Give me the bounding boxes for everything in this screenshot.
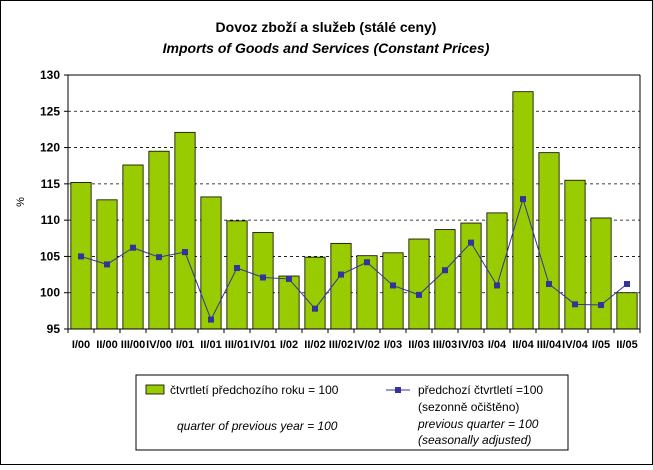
line-point xyxy=(312,305,318,312)
x-tick-label: III/04 xyxy=(537,339,562,351)
bar xyxy=(356,255,378,330)
line-point xyxy=(78,253,84,260)
line-point xyxy=(364,259,370,266)
series-line xyxy=(80,197,628,321)
line-point xyxy=(338,271,344,278)
chart-subtitle: Imports of Goods and Services (Constant … xyxy=(163,40,490,56)
y-tick-label: 105 xyxy=(40,249,60,263)
line-point xyxy=(520,196,526,203)
line-point xyxy=(624,281,630,288)
legend-bar-swatch xyxy=(145,384,165,395)
line-point xyxy=(260,274,266,281)
line-point xyxy=(182,249,188,256)
axes xyxy=(64,74,641,333)
x-tick-label: III/01 xyxy=(225,339,249,351)
x-tick-label: II/04 xyxy=(512,339,534,351)
bar xyxy=(538,152,560,330)
bar xyxy=(382,252,404,330)
line-point xyxy=(442,267,448,274)
bar xyxy=(304,256,326,330)
line-point xyxy=(468,239,474,246)
line-point xyxy=(208,316,214,323)
y-axis-label: % xyxy=(15,197,27,207)
line-point xyxy=(130,244,136,251)
legend-box xyxy=(135,374,569,451)
bar xyxy=(486,212,508,330)
bar xyxy=(460,222,482,330)
x-tick-label: II/05 xyxy=(616,339,637,351)
line-point xyxy=(104,261,110,268)
bar xyxy=(512,91,534,330)
y-tick-label: 115 xyxy=(41,177,61,191)
x-tick-label: I/02 xyxy=(280,339,298,351)
line-point xyxy=(156,254,162,261)
legend-line-label-cz: předchozí čtvrtletí =100 xyxy=(418,383,543,397)
x-tick-labels: I/00 II/00 III/00 IV/00 I/01 II/01 III/01 IV/01… xyxy=(72,339,638,351)
x-tick-label: IV/01 xyxy=(250,339,276,351)
x-tick-label: III/00 xyxy=(121,339,145,351)
bar xyxy=(148,150,170,330)
y-tick-label: 110 xyxy=(41,213,61,227)
x-tick-label: I/01 xyxy=(176,339,194,351)
x-tick-label: IV/04 xyxy=(562,339,589,351)
legend-line-label-cz2: (sezonně očištěno) xyxy=(418,400,519,414)
line-point xyxy=(390,282,396,289)
y-tick-labels: 95 100 105 110 115 120 125 130 xyxy=(40,68,60,336)
bar xyxy=(590,217,612,330)
x-tick-label: IV/02 xyxy=(354,339,380,351)
line-point xyxy=(572,301,578,308)
bar xyxy=(200,196,222,330)
line-point xyxy=(546,281,552,288)
line-point xyxy=(234,265,240,272)
line-series xyxy=(78,196,630,323)
x-tick-label: II/03 xyxy=(408,339,429,351)
y-tick-label: 100 xyxy=(40,286,60,300)
x-tick-label: I/00 xyxy=(72,339,90,351)
bar xyxy=(252,232,274,330)
x-tick-label: II/01 xyxy=(200,339,221,351)
x-tick-label: II/00 xyxy=(96,339,117,351)
bar-series xyxy=(70,91,638,330)
legend-bar-label-cz: čtvrtletí předchozího roku = 100 xyxy=(170,383,339,397)
y-tick-label: 95 xyxy=(47,322,61,336)
legend-line-label-en2: (seasonally adjusted) xyxy=(418,433,531,447)
x-tick-label: III/02 xyxy=(329,339,353,351)
bar xyxy=(278,275,300,330)
y-tick-label: 120 xyxy=(40,141,60,155)
legend-line-marker xyxy=(395,387,401,393)
line-point xyxy=(494,282,500,289)
x-tick-label: I/05 xyxy=(592,339,610,351)
line-point xyxy=(416,291,422,298)
x-tick-label: IV/00 xyxy=(146,339,172,351)
legend-bar-label-en: quarter of previous year = 100 xyxy=(177,419,338,433)
line-point xyxy=(598,302,604,309)
x-tick-label: I/03 xyxy=(384,339,402,351)
y-tick-label: 130 xyxy=(40,68,60,82)
x-tick-label: I/04 xyxy=(488,339,507,351)
x-tick-label: III/03 xyxy=(433,339,457,351)
x-tick-label: IV/03 xyxy=(458,339,484,351)
bar xyxy=(616,292,638,330)
bar xyxy=(408,238,430,330)
y-tick-label: 125 xyxy=(40,104,60,118)
legend-line-label-en: previous quarter = 100 xyxy=(417,417,539,431)
x-tick-label: II/02 xyxy=(304,339,325,351)
bar xyxy=(226,220,248,330)
bar xyxy=(330,242,352,330)
chart-title: Dovoz zboží a služeb (stálé ceny) xyxy=(216,19,437,35)
bar xyxy=(434,229,456,330)
line-point xyxy=(286,275,292,282)
bar xyxy=(174,131,196,330)
legend: čtvrtletí předchozího roku = 100 quarter… xyxy=(135,374,569,451)
